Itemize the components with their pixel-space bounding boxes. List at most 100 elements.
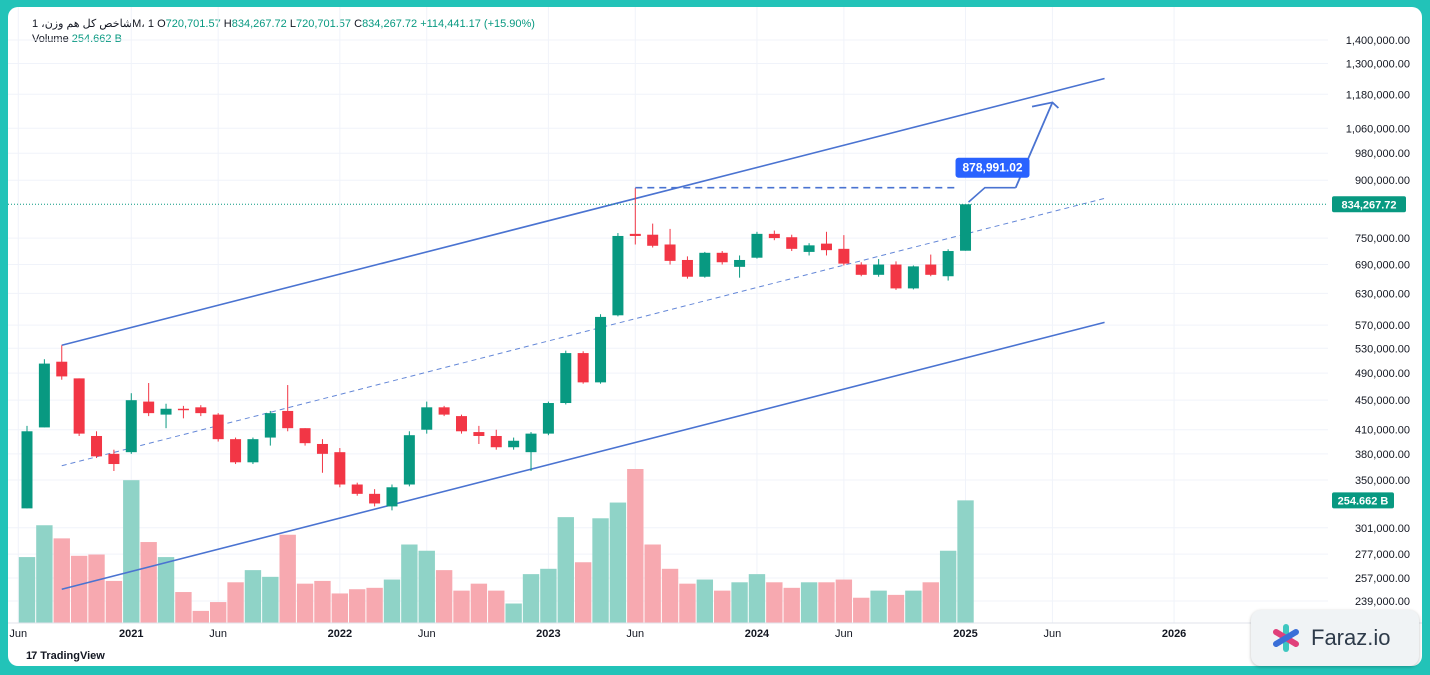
symbol-name[interactable]: شاخص کل هم وزن، 1M، 1 bbox=[32, 18, 155, 30]
price-chart[interactable]: 878,991.02 834,267.72 254.662 B 1,400,000.… bbox=[8, 7, 1422, 666]
open-label: O bbox=[157, 18, 166, 30]
low-label: L bbox=[289, 18, 296, 30]
y-tick-label: 301,000.00 bbox=[1355, 523, 1410, 535]
volume-bar bbox=[627, 469, 644, 623]
volume-bar bbox=[192, 610, 209, 623]
y-tick-label: 277,000.00 bbox=[1355, 549, 1410, 561]
open-value: 720,701.57 bbox=[165, 18, 221, 30]
candle-body bbox=[386, 487, 398, 507]
candle-body bbox=[525, 433, 537, 453]
candle-body bbox=[195, 407, 207, 414]
channel-lines[interactable] bbox=[61, 77, 1105, 591]
volume-bar bbox=[905, 590, 922, 623]
y-tick-label: 450,000.00 bbox=[1355, 395, 1410, 407]
y-tick-label: 630,000.00 bbox=[1355, 288, 1410, 300]
volume-bar bbox=[818, 582, 835, 623]
candle-body bbox=[369, 493, 381, 504]
candle-body bbox=[403, 435, 415, 485]
volume-bar bbox=[870, 590, 887, 623]
candle-body bbox=[316, 443, 328, 454]
channel-upper-line bbox=[61, 77, 1105, 347]
annotation-label-box bbox=[955, 157, 1030, 178]
candle-body bbox=[855, 264, 867, 275]
change-value: +114,441.17 (+15.90%) bbox=[420, 18, 535, 30]
candle-body bbox=[212, 414, 224, 440]
brand-name: Faraz.io bbox=[1311, 625, 1391, 650]
price-axis[interactable]: 1,400,000.00 1,300,000.00 1,180,000.00 1,06… bbox=[1346, 35, 1410, 608]
volume-value: 254.662 B bbox=[71, 33, 122, 45]
y-tick-label: 1,300,000.00 bbox=[1346, 59, 1410, 71]
candle-body bbox=[456, 416, 467, 432]
y-tick-label: 530,000.00 bbox=[1355, 343, 1410, 355]
volume-bar bbox=[714, 590, 731, 623]
candle-body bbox=[629, 233, 641, 236]
projection-arrow-head bbox=[1031, 101, 1060, 109]
x-tick-label: Jun bbox=[1044, 628, 1062, 640]
annotation-label-text: 878,991.02 bbox=[962, 161, 1022, 175]
candle-body bbox=[351, 484, 363, 494]
volume-bar bbox=[887, 594, 905, 623]
candle-body bbox=[56, 361, 68, 377]
volume-bar bbox=[383, 579, 401, 623]
candle-body bbox=[91, 435, 103, 457]
candle-body bbox=[282, 410, 294, 429]
high-label: H bbox=[223, 18, 232, 30]
volume-bar bbox=[435, 570, 453, 623]
volume-bar bbox=[661, 568, 679, 623]
y-tick-label: 750,000.00 bbox=[1355, 233, 1410, 245]
close-value: 834,267.72 bbox=[362, 18, 418, 30]
volume-bar bbox=[853, 597, 870, 623]
y-tick-label: 490,000.00 bbox=[1355, 368, 1410, 380]
candle-body bbox=[143, 401, 155, 414]
volume-bar bbox=[227, 582, 244, 623]
candle-body bbox=[786, 237, 798, 249]
volume-bar bbox=[939, 550, 957, 623]
candle-body bbox=[751, 233, 763, 258]
time-axis[interactable]: Jun 2021 Jun 2022 Jun 2023 Jun 2024 Jun 2025 Jun 20… bbox=[8, 622, 1422, 640]
candle-body bbox=[960, 204, 972, 251]
candle-body bbox=[716, 252, 728, 263]
candle-body bbox=[508, 440, 520, 448]
tradingview-wordmark: TradingView bbox=[40, 650, 105, 662]
volume-bar bbox=[314, 580, 331, 623]
volume-bar bbox=[262, 576, 279, 623]
y-tick-label: 410,000.00 bbox=[1355, 425, 1410, 437]
x-tick-label: 2026 bbox=[1162, 628, 1186, 640]
y-tick-label: 257,000.00 bbox=[1355, 573, 1410, 585]
volume-bar bbox=[679, 583, 696, 623]
candle-body bbox=[160, 408, 172, 415]
volume-bar bbox=[644, 544, 661, 623]
x-tick-label: 2023 bbox=[536, 628, 560, 640]
y-tick-label: 239,000.00 bbox=[1355, 596, 1410, 608]
annotations[interactable]: 878,991.02 834,267.72 254.662 B bbox=[8, 101, 1406, 509]
volume-bars bbox=[18, 469, 974, 623]
volume-bar bbox=[279, 534, 296, 623]
candle-body bbox=[230, 439, 242, 463]
volume-bar bbox=[36, 525, 53, 623]
volume-bar bbox=[540, 568, 557, 623]
y-tick-label: 380,000.00 bbox=[1355, 449, 1410, 461]
volume-bar bbox=[505, 603, 522, 623]
x-tick-label: Jun bbox=[9, 628, 27, 640]
candle-body bbox=[664, 244, 676, 261]
y-tick-label: 690,000.00 bbox=[1355, 260, 1410, 272]
candle-body bbox=[264, 413, 276, 438]
volume-bar bbox=[366, 587, 383, 623]
candle-body bbox=[699, 252, 711, 277]
candle-body bbox=[247, 439, 259, 463]
candle-body bbox=[907, 266, 919, 289]
volume-bar bbox=[140, 542, 157, 623]
volume-label[interactable]: Volume bbox=[32, 33, 69, 45]
faraz-logo-icon bbox=[1273, 624, 1299, 652]
candle-body bbox=[942, 251, 954, 277]
volume-bar bbox=[731, 582, 748, 623]
volume-bar bbox=[331, 593, 349, 623]
candle-body bbox=[108, 453, 120, 465]
volume-bar bbox=[418, 550, 435, 623]
y-tick-label: 350,000.00 bbox=[1355, 475, 1410, 487]
candle-body bbox=[647, 234, 659, 246]
volume-bar bbox=[18, 557, 36, 623]
candle-body bbox=[299, 428, 311, 444]
candle-body bbox=[612, 235, 624, 316]
y-tick-label: 1,400,000.00 bbox=[1346, 35, 1410, 47]
